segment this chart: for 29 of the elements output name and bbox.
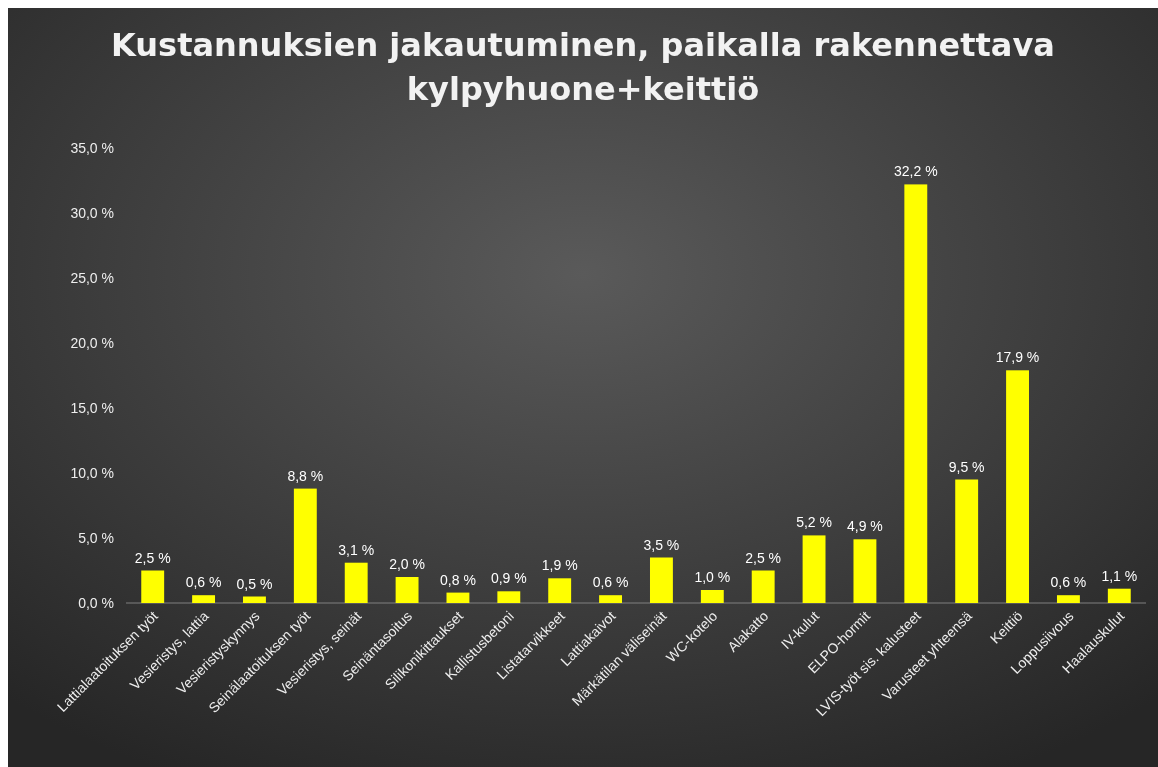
data-label: 3,5 %	[643, 536, 680, 553]
data-label: 5,2 %	[796, 514, 832, 531]
data-label: 0,5 %	[236, 575, 273, 592]
data-label: 2,5 %	[745, 549, 782, 566]
y-tick-label: 25,0 %	[70, 269, 114, 286]
y-tick-label: 0,0 %	[78, 594, 114, 611]
y-tick-label: 10,0 %	[70, 464, 114, 481]
data-label: 1,0 %	[694, 569, 731, 585]
data-label: 0,6 %	[592, 574, 629, 591]
data-label: 0,9 %	[490, 570, 527, 587]
data-label: 0,8 %	[440, 571, 476, 588]
data-label: 1,1 %	[1101, 567, 1138, 584]
chart-title: Kustannuksien jakautuminen, paikalla rakennettava kylpyhuone+keittiö	[111, 26, 1055, 108]
y-tick-label: 35,0 %	[70, 139, 114, 156]
data-label: 1,9 %	[541, 557, 578, 574]
y-tick-label: 20,0 %	[70, 334, 114, 351]
data-label: 9,5 %	[948, 458, 985, 475]
y-tick-label: 15,0 %	[70, 399, 114, 416]
data-label: 32,2 %	[894, 163, 938, 180]
data-label: 2,5 %	[134, 549, 171, 566]
data-label: 0,6 %	[185, 574, 222, 591]
data-label: 8,8 %	[287, 467, 324, 484]
y-tick-label: 30,0 %	[70, 204, 114, 221]
data-label: 0,6 %	[1050, 574, 1087, 591]
data-label: 3,1 %	[338, 541, 375, 558]
y-tick-label: 5,0 %	[78, 529, 114, 546]
data-label: 4,9 %	[847, 518, 883, 535]
data-label: 17,9 %	[995, 349, 1040, 366]
data-label: 2,0 %	[389, 556, 425, 572]
